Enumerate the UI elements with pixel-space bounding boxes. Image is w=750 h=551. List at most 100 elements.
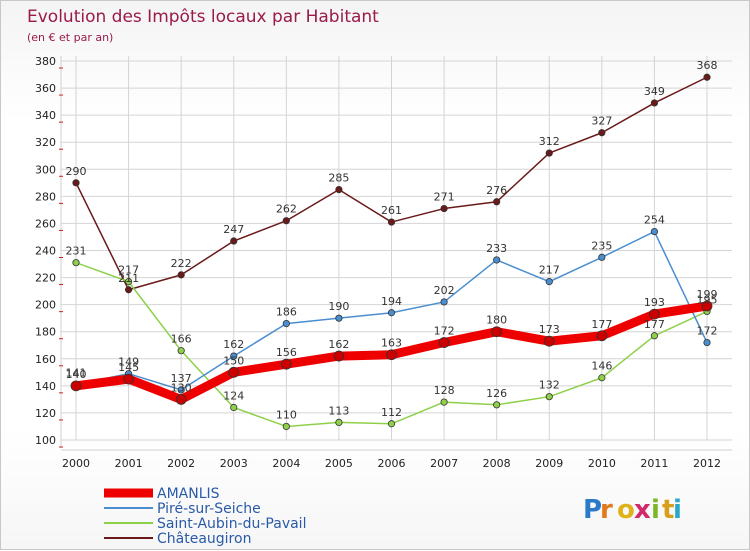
data-label: 163 <box>381 337 402 350</box>
data-point <box>598 374 606 382</box>
data-label: 166 <box>171 333 192 346</box>
data-point <box>70 380 82 392</box>
data-label: 132 <box>539 379 560 392</box>
data-point <box>650 99 659 107</box>
logo-letter: i <box>651 495 660 525</box>
y-tick-label: 120 <box>35 407 56 420</box>
data-point <box>280 358 292 370</box>
data-point <box>493 198 501 206</box>
data-point <box>177 347 185 355</box>
logo-letter: o <box>617 495 635 525</box>
data-label: 177 <box>644 318 665 331</box>
data-label: 141 <box>66 367 87 380</box>
data-point <box>177 271 185 279</box>
data-label: 276 <box>486 184 507 197</box>
data-point <box>230 352 238 360</box>
data-point <box>543 335 555 347</box>
data-point <box>438 337 450 348</box>
data-point <box>440 398 448 406</box>
data-point <box>387 309 396 317</box>
data-point <box>230 237 238 245</box>
data-point <box>701 300 713 312</box>
data-labels: 290 211 222 247 262 285 261 271 276 312 327 349 368 2… <box>66 59 718 421</box>
data-label: 137 <box>171 372 192 385</box>
data-point <box>491 326 503 338</box>
chart-subtitle: (en € et par an) <box>27 31 113 44</box>
data-point <box>282 217 290 225</box>
data-point <box>493 256 501 264</box>
data-label: 177 <box>591 318 612 331</box>
axes: 100 120 140 160 180 200 220 240 260 280 300 320 340 3… <box>35 55 732 470</box>
data-point <box>282 319 290 328</box>
data-point <box>545 149 553 157</box>
y-tick-label: 360 <box>35 82 56 95</box>
data-label: 349 <box>644 85 665 98</box>
data-label: 140 <box>66 368 87 381</box>
data-label: 202 <box>434 284 455 297</box>
x-tick-label: 2011 <box>640 457 668 470</box>
x-tick-label: 2010 <box>588 457 616 470</box>
data-point <box>72 259 80 267</box>
data-point <box>598 129 606 137</box>
data-label: 128 <box>434 384 455 397</box>
data-label: 130 <box>171 381 192 394</box>
y-tick-label: 180 <box>35 326 56 339</box>
data-label: 199 <box>697 288 718 301</box>
data-point <box>703 73 711 81</box>
data-label: 368 <box>697 59 718 72</box>
data-label: 271 <box>434 191 455 204</box>
data-label: 150 <box>223 354 244 367</box>
data-label: 173 <box>539 323 560 336</box>
data-point <box>333 350 345 362</box>
data-point <box>124 286 133 294</box>
data-label: 156 <box>276 346 297 359</box>
data-label: 162 <box>223 338 244 351</box>
data-label: 186 <box>276 306 297 319</box>
data-label: 146 <box>591 360 612 373</box>
data-label: 113 <box>328 404 349 417</box>
logo-letter: r <box>600 495 613 525</box>
data-label: 290 <box>66 165 87 178</box>
x-tick-label: 2009 <box>535 457 563 470</box>
data-point <box>177 386 185 394</box>
x-tick-label: 2012 <box>693 457 721 470</box>
data-point <box>649 308 660 320</box>
data-label: 254 <box>644 214 665 227</box>
data-label: 247 <box>223 223 244 236</box>
data-label: 231 <box>66 245 87 258</box>
y-tick-label: 280 <box>35 190 56 203</box>
logo-letter: t <box>662 495 674 525</box>
legend-label: Châteaugiron <box>157 531 251 547</box>
x-tick-label: 2005 <box>325 457 353 470</box>
data-label: 149 <box>118 356 139 369</box>
data-point <box>440 298 448 306</box>
data-label: 172 <box>697 325 718 338</box>
data-point <box>386 349 397 361</box>
y-tick-label: 140 <box>35 380 56 393</box>
data-label: 162 <box>328 338 349 351</box>
data-point <box>123 373 134 385</box>
x-tick-label: 2000 <box>62 457 90 470</box>
data-point <box>230 403 238 412</box>
data-label: 222 <box>171 257 192 270</box>
x-tick-label: 2007 <box>430 457 458 470</box>
data-label: 110 <box>276 408 297 421</box>
y-tick-label: 160 <box>35 353 56 366</box>
data-point <box>335 314 343 322</box>
data-label: 172 <box>434 325 455 338</box>
chart-title: Evolution des Impôts locaux par Habitant <box>27 7 379 27</box>
x-tick-label: 2003 <box>220 457 248 470</box>
data-label: 312 <box>539 135 560 148</box>
data-label: 126 <box>486 387 507 400</box>
data-point <box>545 393 553 401</box>
proxiti-logo: Pr o x i ti <box>583 495 682 525</box>
data-point <box>650 227 659 236</box>
data-label: 235 <box>591 239 612 252</box>
data-label: 217 <box>118 264 139 277</box>
data-label: 327 <box>591 115 612 128</box>
data-label: 190 <box>328 300 349 313</box>
x-tick-label: 2006 <box>378 457 406 470</box>
data-point <box>387 218 396 226</box>
